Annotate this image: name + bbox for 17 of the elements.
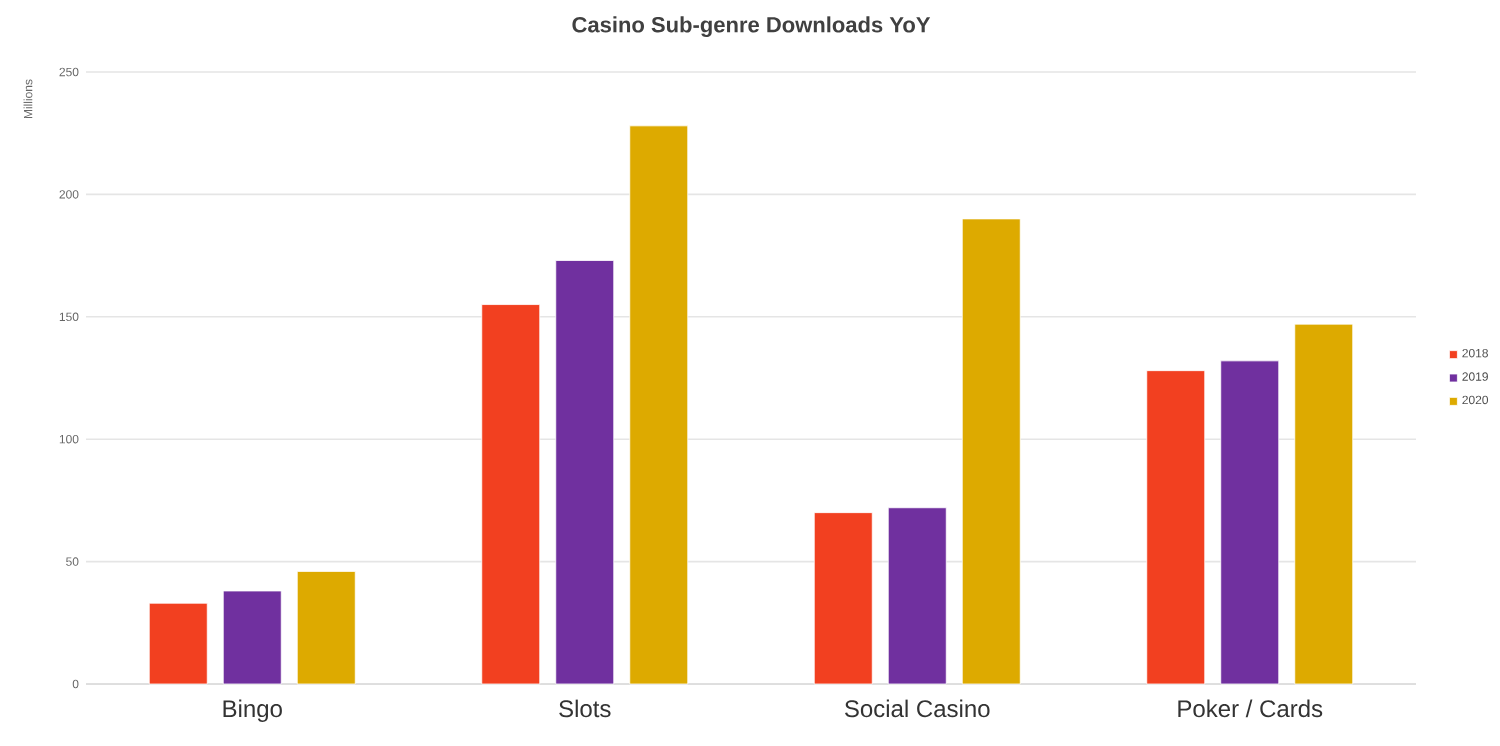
- bar: [813, 512, 873, 685]
- bar: [296, 571, 356, 685]
- bar: [1146, 370, 1206, 685]
- bar: [887, 507, 947, 685]
- bar: [1294, 323, 1354, 685]
- bar: [148, 602, 208, 685]
- bar: [481, 304, 541, 685]
- x-tick-label: Poker / Cards: [1178, 699, 1323, 718]
- bar: [1220, 360, 1280, 685]
- bar: [555, 260, 615, 685]
- x-tick-label: Slots: [559, 699, 611, 718]
- bar: [629, 125, 689, 685]
- x-tick-label: Bingo: [223, 699, 282, 722]
- x-tick-label: Social Casino: [844, 699, 990, 718]
- bar: [222, 590, 282, 685]
- bar: [961, 218, 1021, 685]
- chart-title: Casino Sub-genre Downloads YoY: [572, 16, 931, 37]
